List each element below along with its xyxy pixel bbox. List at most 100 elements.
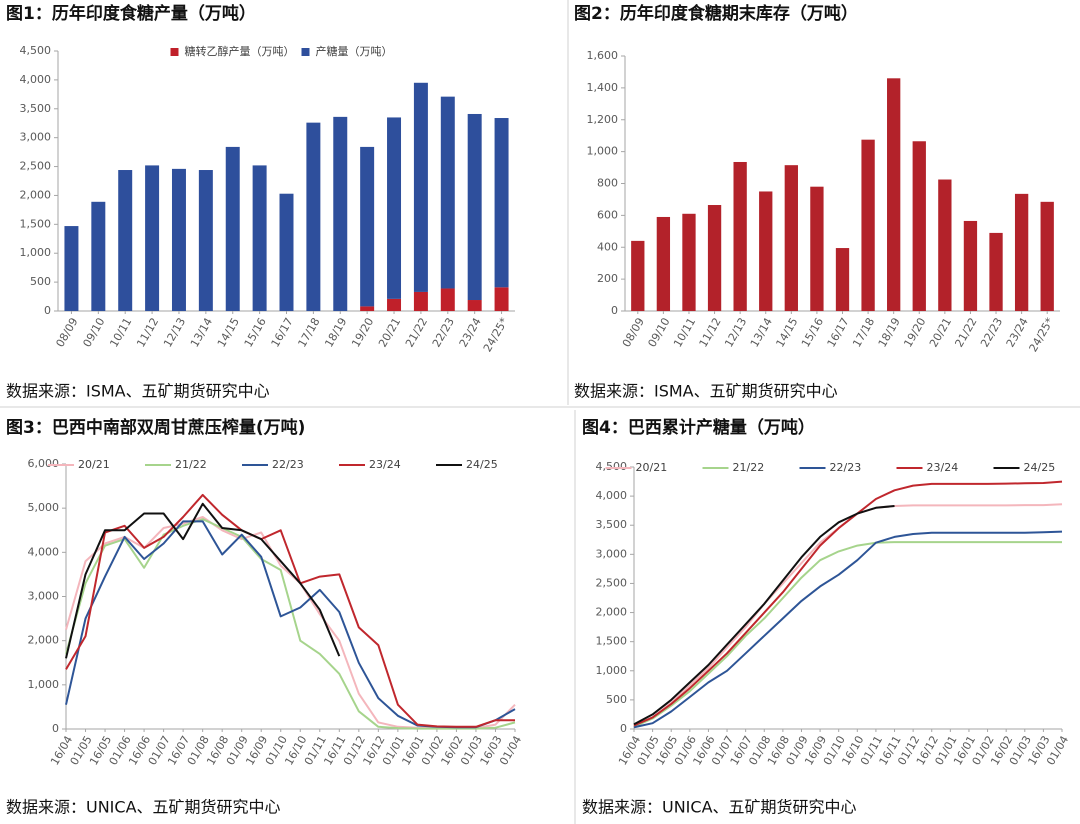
y-tick-label: 0 [620, 722, 627, 735]
bar [64, 226, 79, 311]
line-series [65, 502, 341, 659]
bar [171, 168, 186, 311]
line-series [633, 530, 1063, 729]
y-tick-label: 4,000 [20, 73, 52, 86]
line-series [633, 480, 1063, 727]
bar [707, 205, 722, 311]
legend-swatch [301, 48, 310, 56]
y-tick-label: 1,600 [587, 49, 619, 62]
source-note: 数据来源：UNICA、五矿期货研究中心 [6, 798, 281, 817]
bar [225, 146, 240, 311]
y-tick-label: 2,500 [596, 576, 628, 589]
bar [494, 118, 509, 288]
bar [387, 117, 402, 299]
bar [387, 298, 402, 311]
chart-title: 图2：历年印度食糖期末库存（万吨） [574, 3, 858, 24]
y-tick-label: 2,000 [20, 188, 52, 201]
bar [413, 291, 428, 311]
y-tick-label: 4,500 [596, 460, 628, 473]
y-tick-label: 800 [597, 177, 618, 190]
y-tick-label: 500 [30, 275, 51, 288]
bar [656, 216, 671, 311]
bar [440, 288, 455, 311]
y-tick-label: 1,200 [587, 113, 619, 126]
y-tick-label: 200 [597, 272, 618, 285]
legend-label: 24/25 [466, 458, 498, 471]
y-tick-label: 6,000 [28, 457, 60, 470]
y-tick-label: 1,400 [587, 81, 619, 94]
legend-swatch [170, 48, 179, 56]
bar [631, 240, 645, 311]
bar [963, 220, 978, 311]
bar [118, 170, 133, 311]
y-tick-label: 500 [606, 693, 627, 706]
bar [938, 179, 952, 311]
bar [333, 116, 348, 311]
bar [1014, 193, 1029, 311]
bar [759, 191, 773, 311]
bar [306, 122, 321, 312]
legend-label: 22/23 [272, 458, 304, 471]
y-tick-label: 1,000 [20, 246, 52, 259]
bar [887, 78, 901, 311]
y-tick-label: 1,000 [28, 678, 60, 691]
bar [733, 161, 747, 311]
legend-label: 22/23 [830, 461, 862, 474]
legend-label: 20/21 [78, 458, 110, 471]
line-series [65, 518, 516, 730]
y-tick-label: 400 [597, 240, 618, 253]
line-series [65, 493, 515, 728]
bar [252, 165, 267, 311]
legend-label: 糖转乙醇产量（万吨） [185, 44, 295, 58]
source-note: 数据来源：UNICA、五矿期货研究中心 [582, 798, 857, 817]
bar [835, 248, 850, 311]
legend-label: 23/24 [927, 461, 959, 474]
bar [861, 139, 875, 311]
bar [360, 146, 375, 307]
bar [413, 82, 428, 292]
bar [360, 306, 375, 311]
y-tick-label: 3,000 [28, 590, 60, 603]
bar [440, 96, 455, 289]
bar [1040, 201, 1054, 311]
y-tick-label: 2,000 [596, 606, 628, 619]
bar [467, 113, 482, 301]
bar [145, 165, 160, 311]
y-tick-label: 1,000 [596, 664, 628, 677]
line-series [633, 505, 895, 726]
bar [989, 232, 1003, 311]
legend-label: 23/24 [369, 458, 401, 471]
y-tick-label: 1,500 [596, 635, 628, 648]
bar [198, 170, 213, 311]
y-tick-label: 3,500 [596, 518, 628, 531]
y-tick-label: 3,500 [20, 102, 52, 115]
bar [682, 213, 696, 311]
chart-title: 图4：巴西累计产糖量（万吨） [582, 417, 815, 438]
bar [810, 186, 824, 311]
y-tick-label: 600 [597, 208, 618, 221]
y-tick-label: 5,000 [28, 501, 60, 514]
legend-label: 20/21 [636, 461, 668, 474]
y-tick-label: 3,000 [596, 547, 628, 560]
legend-label: 产糖量（万吨） [316, 44, 393, 58]
y-tick-label: 4,500 [20, 44, 52, 57]
legend-label: 21/22 [733, 461, 765, 474]
legend-label: 24/25 [1024, 461, 1056, 474]
source-note: 数据来源：ISMA、五矿期货研究中心 [6, 382, 270, 401]
legend-label: 21/22 [175, 458, 207, 471]
y-tick-label: 4,000 [596, 489, 628, 502]
y-tick-label: 2,000 [28, 634, 60, 647]
y-tick-label: 0 [611, 304, 618, 317]
y-tick-label: 1,000 [587, 145, 619, 158]
y-tick-label: 0 [52, 722, 59, 735]
chart-title: 图1：历年印度食糖产量（万吨） [6, 3, 256, 24]
y-tick-label: 0 [44, 304, 51, 317]
y-tick-label: 3,000 [20, 131, 52, 144]
bar [784, 165, 798, 311]
bar [494, 287, 509, 311]
bar [279, 193, 294, 311]
bar [91, 201, 106, 311]
bar [467, 300, 482, 311]
